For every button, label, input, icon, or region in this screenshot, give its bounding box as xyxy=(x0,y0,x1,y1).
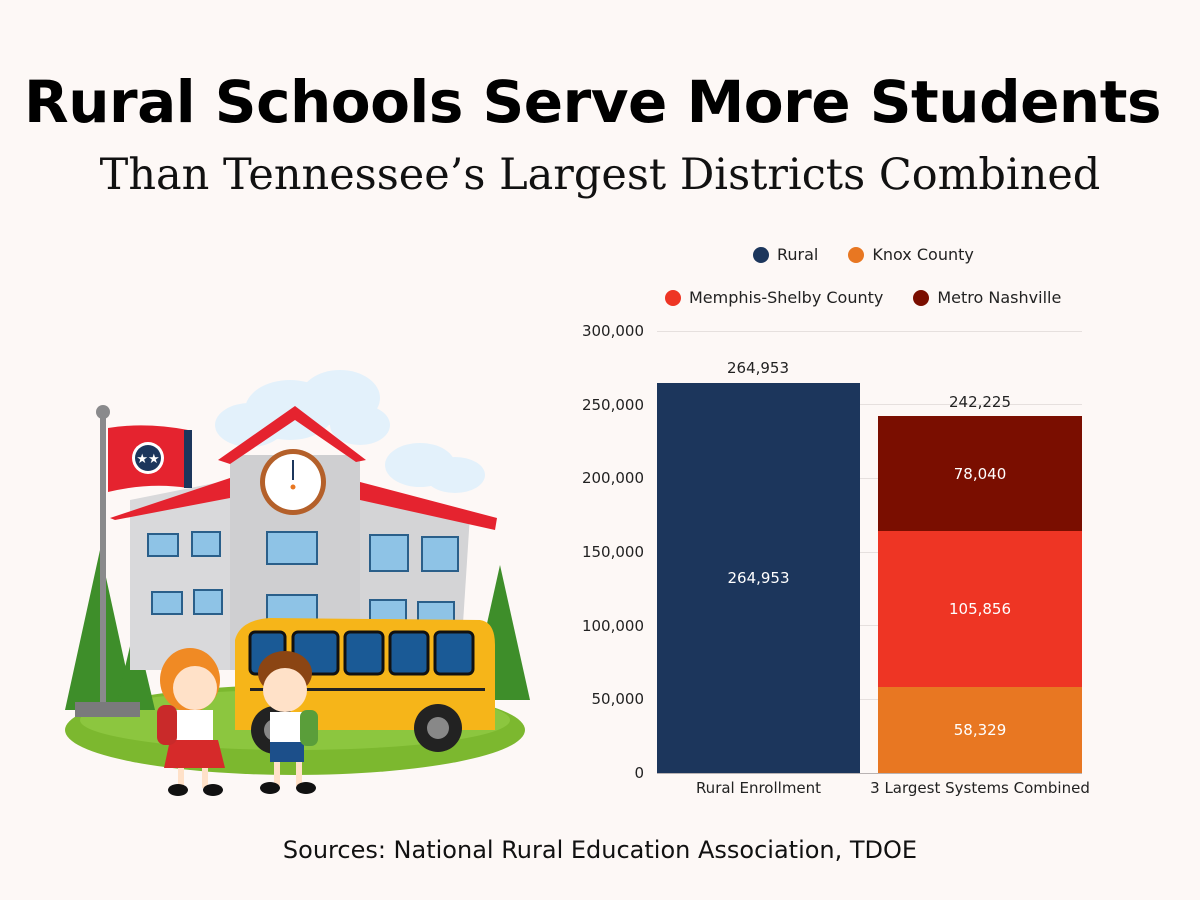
legend-dot-icon xyxy=(848,246,865,263)
legend-label: Metro Nashville xyxy=(937,288,1062,307)
y-tick: 50,000 xyxy=(591,690,645,709)
chart-title: Rural Schools Serve More Students xyxy=(24,68,1161,136)
bar-rural: 264,953 xyxy=(657,383,860,773)
bar-segment-memphis: 105,856 xyxy=(878,531,1082,687)
clock-icon xyxy=(260,449,326,515)
legend-item-knox: Knox County xyxy=(848,245,974,264)
segment-label-memphis: 105,856 xyxy=(948,600,1012,618)
y-tick: 100,000 xyxy=(581,616,644,635)
svg-text:★★: ★★ xyxy=(136,452,159,467)
segment-label-knox: 58,329 xyxy=(953,721,1007,739)
total-label-combined: 242,225 xyxy=(948,393,1012,411)
legend-row-2: Memphis-Shelby County Metro Nashville xyxy=(665,288,1091,307)
legend-row-1: Rural Knox County xyxy=(753,245,1004,264)
gridline xyxy=(657,478,1082,479)
legend-label: Rural xyxy=(777,245,819,264)
sources-footer: Sources: National Rural Education Associ… xyxy=(282,836,918,864)
gridline xyxy=(657,404,1082,405)
legend-item-memphis: Memphis-Shelby County xyxy=(665,288,883,307)
total-label-rural: 264,953 xyxy=(726,359,790,377)
x-axis-baseline xyxy=(657,773,1082,774)
legend-label: Memphis-Shelby County xyxy=(689,288,884,307)
tennessee-flag-icon: ★★ xyxy=(108,425,192,492)
legend-dot-icon xyxy=(913,289,930,306)
gridline xyxy=(657,699,1082,700)
boy-student-icon xyxy=(258,651,318,794)
gridline xyxy=(657,552,1082,553)
x-label-combined: 3 Largest Systems Combined xyxy=(870,779,1090,797)
segment-label-nashville: 78,040 xyxy=(953,464,1007,483)
y-tick: 0 xyxy=(634,764,644,782)
legend-item-nashville: Metro Nashville xyxy=(913,288,1061,307)
bar-segment-knox: 58,329 xyxy=(878,687,1082,773)
legend-item-rural: Rural xyxy=(753,245,818,264)
y-tick: 150,000 xyxy=(581,543,644,561)
y-tick: 300,000 xyxy=(581,322,644,340)
y-tick: 250,000 xyxy=(581,395,644,414)
girl-student-icon xyxy=(157,648,225,796)
segment-label-rural: 264,953 xyxy=(727,569,790,587)
x-label-rural: Rural Enrollment xyxy=(695,779,822,797)
y-tick: 200,000 xyxy=(581,469,644,488)
gridline xyxy=(657,625,1082,626)
gridline xyxy=(657,331,1082,332)
bar-segment-nashville: 78,040 xyxy=(878,416,1082,531)
legend-dot-icon xyxy=(665,289,681,306)
legend-dot-icon xyxy=(753,246,769,263)
school-illustration: ★★ xyxy=(65,370,530,796)
legend-label: Knox County xyxy=(872,245,974,264)
chart-subtitle: Than Tennessee’s Largest Districts Combi… xyxy=(99,150,1101,200)
